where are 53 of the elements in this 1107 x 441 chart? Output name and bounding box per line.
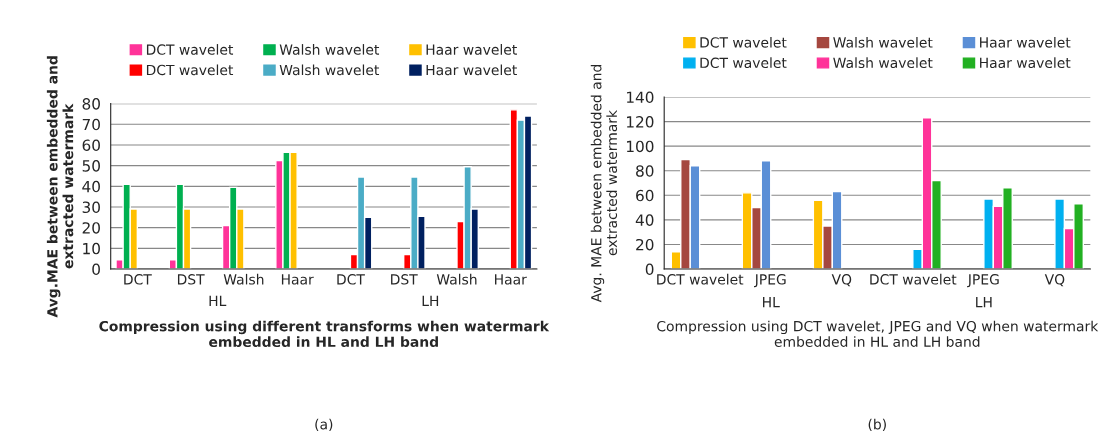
x-tick-label: DCT wavelet xyxy=(870,273,957,285)
y-tick-label: 70 xyxy=(82,118,100,131)
y-tick-label: 120 xyxy=(626,116,654,128)
x-tick-label: Walsh xyxy=(223,273,264,285)
legend-label: Haar wavelet xyxy=(980,36,1071,48)
x-tick-label: DST xyxy=(391,274,418,285)
x-tick-label: VQ xyxy=(1044,274,1065,287)
x-tick-label: DST xyxy=(177,274,205,285)
x-tick-label: Haar xyxy=(495,274,527,285)
y-tick-label: 50 xyxy=(82,160,100,172)
legend-label: DCT wavelet xyxy=(700,57,787,69)
legend-label: Haar wavelet xyxy=(980,57,1071,69)
y-tick-label: 80 xyxy=(636,165,654,177)
x-axis-title: Compression using different transforms when watermark embedded in HL and LH band xyxy=(99,320,550,348)
x-tick-label: JPEG xyxy=(967,274,999,288)
legend-label: Walsh wavelet xyxy=(833,57,933,69)
legend-label: Walsh wavelet xyxy=(279,44,380,55)
x-tick-label: DCT wavelet xyxy=(657,273,744,285)
legend-label: DCT wavelet xyxy=(700,36,787,48)
x-tick-label: Haar xyxy=(281,274,314,285)
x-tick-label: VQ xyxy=(831,274,852,287)
y-tick-label: 30 xyxy=(82,201,100,214)
legend-label: Walsh wavelet xyxy=(833,36,933,48)
text: HL xyxy=(209,295,227,306)
legend-label: Haar wavelet xyxy=(426,64,517,76)
y-tick-label: 0 xyxy=(645,263,654,276)
text: (b) xyxy=(868,418,886,432)
y-tick-label: 0 xyxy=(92,263,100,276)
y-tick-label: 60 xyxy=(636,189,654,202)
text: LH xyxy=(422,295,439,306)
y-tick-label: 40 xyxy=(635,214,654,226)
text: (a) xyxy=(315,418,333,432)
y-tick-label: 10 xyxy=(83,242,100,255)
legend-label: DCT wavelet xyxy=(146,44,234,55)
y-axis-title: Avg. MAE between embedded and extracted watermark xyxy=(590,64,618,303)
x-axis-title: Compression using DCT wavelet, JPEG and VQ when watermark embedded in HL and LH band xyxy=(657,320,1099,347)
legend-label: Haar wavelet xyxy=(426,44,517,55)
y-tick-label: 20 xyxy=(82,222,100,234)
x-tick-label: JPEG xyxy=(754,274,786,288)
x-tick-label: DCT xyxy=(124,274,152,285)
y-tick-label: 80 xyxy=(82,98,100,110)
y-tick-label: 140 xyxy=(626,91,654,104)
legend-label: DCT wavelet xyxy=(146,64,234,76)
text: LH xyxy=(976,297,992,308)
x-tick-label: Walsh xyxy=(436,273,477,285)
y-tick-label: 100 xyxy=(626,140,654,153)
y-tick-label: 20 xyxy=(636,238,654,251)
legend-label: Walsh wavelet xyxy=(279,64,380,76)
y-tick-label: 60 xyxy=(82,139,100,151)
y-axis-title: Avg.MAE between embedded and extracted watermark xyxy=(46,56,74,318)
text: HL xyxy=(763,297,780,308)
x-tick-label: DCT xyxy=(337,274,365,285)
y-tick-label: 40 xyxy=(82,180,100,193)
